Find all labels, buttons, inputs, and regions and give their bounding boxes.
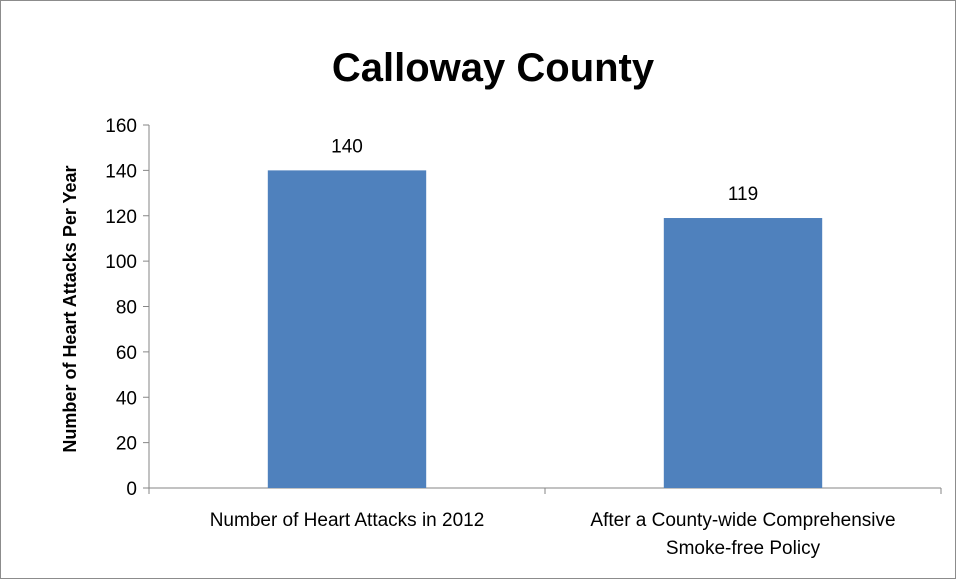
y-tick-label: 20 bbox=[116, 434, 137, 455]
category-labels: Number of Heart Attacks in 2012 After a C… bbox=[210, 510, 896, 559]
y-axis: 0 20 40 60 80 100 120 140 160 bbox=[105, 116, 150, 500]
y-tick-label: 120 bbox=[105, 207, 137, 228]
y-tick-label: 0 bbox=[126, 479, 137, 500]
data-label: 119 bbox=[728, 184, 758, 205]
y-tick-label: 160 bbox=[105, 116, 137, 137]
data-label: 140 bbox=[331, 136, 363, 157]
data-labels: 140 119 bbox=[331, 136, 758, 205]
bar bbox=[663, 218, 823, 489]
bar bbox=[267, 170, 427, 488]
category-label: Number of Heart Attacks in 2012 bbox=[210, 510, 485, 531]
category-label: Smoke-free Policy bbox=[666, 538, 821, 559]
y-tick-label: 100 bbox=[105, 252, 137, 273]
x-axis bbox=[148, 487, 942, 494]
y-tick-label: 140 bbox=[105, 161, 137, 182]
y-tick-label: 80 bbox=[116, 298, 137, 319]
y-tick-label: 40 bbox=[116, 388, 137, 409]
bars bbox=[267, 170, 823, 489]
category-label: After a County-wide Comprehensive bbox=[590, 510, 895, 531]
y-axis-title: Number of Heart Attacks Per Year bbox=[60, 165, 80, 452]
chart-title: Calloway County bbox=[332, 46, 655, 90]
y-tick-label: 60 bbox=[116, 343, 137, 364]
